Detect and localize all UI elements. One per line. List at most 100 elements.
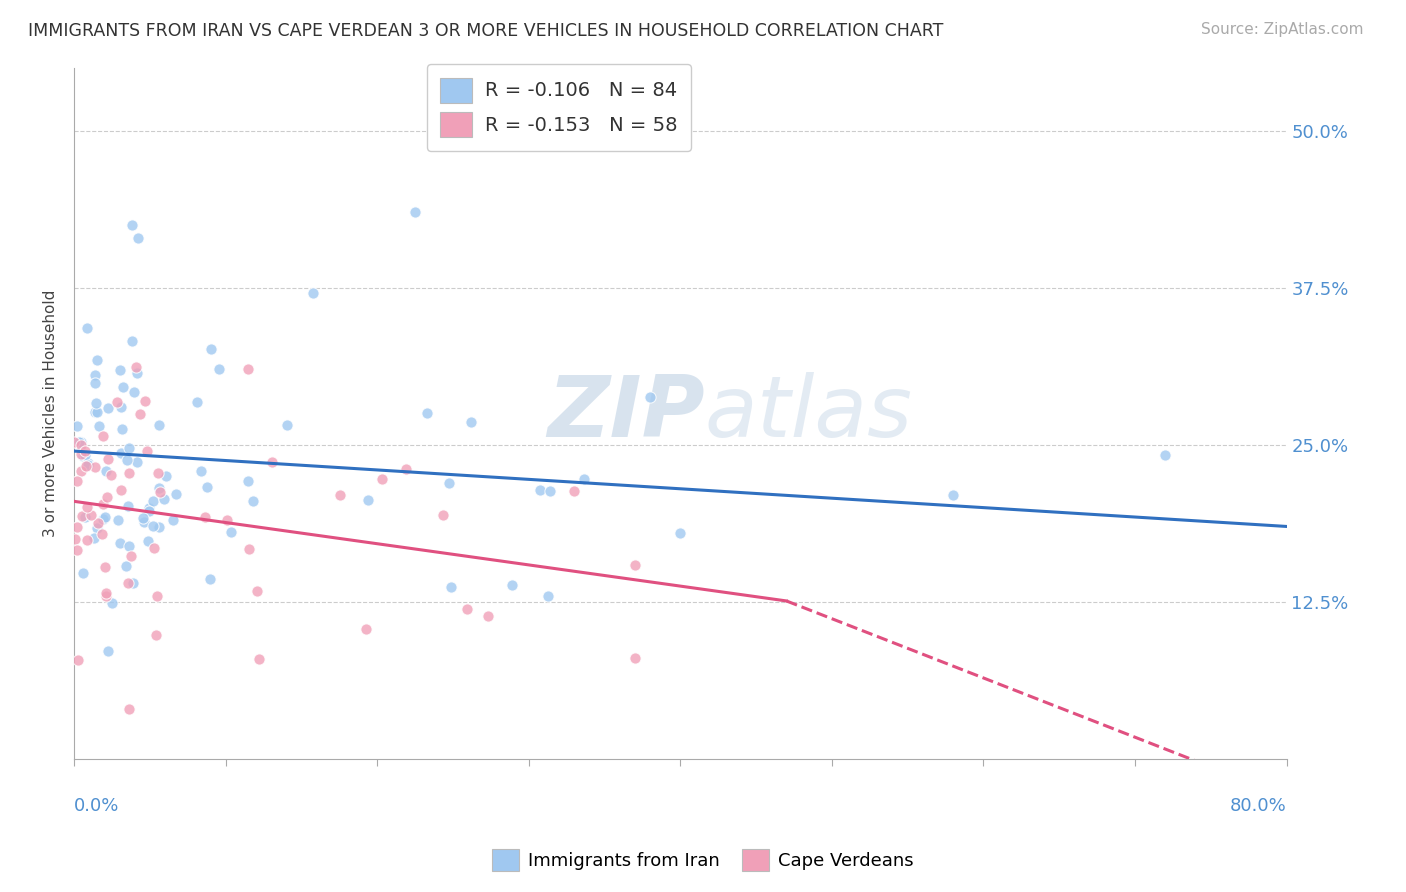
Point — [97, 451, 120, 466]
Point — [128, 407, 150, 421]
Point — [135, 443, 157, 458]
Point — [110, 483, 132, 498]
Point — [404, 205, 426, 219]
Point — [501, 578, 523, 592]
Point — [477, 609, 499, 624]
Point — [1154, 448, 1177, 462]
Point — [153, 492, 176, 507]
Point — [63, 435, 86, 450]
Text: atlas: atlas — [704, 372, 912, 455]
Point — [87, 516, 110, 531]
Legend: R = -0.106   N = 84, R = -0.153   N = 58: R = -0.106 N = 84, R = -0.153 N = 58 — [427, 64, 692, 151]
Point — [75, 444, 97, 458]
Point — [246, 583, 269, 598]
Point — [100, 467, 122, 482]
Point — [91, 512, 114, 526]
Point — [107, 513, 129, 527]
Point — [125, 359, 148, 374]
Point — [357, 493, 380, 508]
Point — [122, 384, 145, 399]
Point — [80, 508, 103, 522]
Point — [76, 321, 98, 335]
Point — [146, 467, 169, 481]
Point — [70, 447, 93, 461]
Y-axis label: 3 or more Vehicles in Household: 3 or more Vehicles in Household — [44, 290, 58, 537]
Point — [76, 500, 98, 514]
Point — [97, 643, 120, 657]
Point — [108, 535, 131, 549]
Point — [538, 483, 561, 498]
Point — [111, 422, 134, 436]
Point — [73, 510, 96, 524]
Point — [127, 366, 149, 380]
Point — [440, 580, 463, 594]
Point — [75, 448, 97, 462]
Point — [370, 472, 392, 486]
Point — [66, 418, 89, 433]
Point — [354, 622, 377, 636]
Point — [238, 541, 260, 556]
Point — [84, 405, 107, 419]
Point — [537, 589, 560, 603]
Point — [148, 417, 170, 432]
Text: Source: ZipAtlas.com: Source: ZipAtlas.com — [1201, 22, 1364, 37]
Point — [132, 510, 155, 524]
Point — [146, 589, 169, 603]
Point — [66, 653, 89, 667]
Point — [669, 525, 692, 540]
Point — [638, 390, 661, 404]
Point — [91, 497, 114, 511]
Text: IMMIGRANTS FROM IRAN VS CAPE VERDEAN 3 OR MORE VEHICLES IN HOUSEHOLD CORRELATION: IMMIGRANTS FROM IRAN VS CAPE VERDEAN 3 O… — [28, 22, 943, 40]
Point — [572, 472, 595, 486]
Point — [238, 474, 260, 488]
Point — [70, 464, 93, 478]
Point — [120, 549, 142, 563]
Point — [942, 488, 965, 502]
Point — [624, 651, 647, 665]
Point — [94, 559, 117, 574]
Point — [121, 334, 143, 349]
Point — [67, 435, 90, 450]
Point — [162, 513, 184, 527]
Point — [302, 285, 325, 300]
Point — [460, 415, 482, 429]
Point — [66, 520, 89, 534]
Point — [149, 485, 172, 500]
Point — [66, 543, 89, 558]
Point — [90, 527, 112, 541]
Point — [118, 540, 141, 554]
Point — [89, 419, 111, 434]
Point — [108, 363, 131, 377]
Point — [136, 534, 159, 549]
Point — [117, 575, 139, 590]
Point — [75, 458, 97, 473]
Point — [437, 476, 460, 491]
Point — [328, 488, 350, 502]
Point — [260, 455, 283, 469]
Point — [70, 435, 93, 450]
Point — [77, 456, 100, 470]
Legend: Immigrants from Iran, Cape Verdeans: Immigrants from Iran, Cape Verdeans — [485, 842, 921, 879]
Point — [138, 504, 160, 518]
Point — [221, 524, 243, 539]
Point — [148, 520, 170, 534]
Point — [200, 342, 222, 356]
Point — [207, 362, 229, 376]
Point — [529, 483, 551, 497]
Point — [138, 501, 160, 516]
Point — [83, 459, 105, 474]
Point — [83, 531, 105, 545]
Point — [110, 446, 132, 460]
Point — [97, 401, 120, 416]
Point — [247, 652, 270, 666]
Point — [165, 487, 187, 501]
Point — [76, 533, 98, 547]
Point — [94, 464, 117, 478]
Point — [238, 362, 260, 376]
Point — [148, 481, 170, 495]
Point — [94, 510, 117, 524]
Point — [562, 484, 585, 499]
Point — [276, 418, 298, 433]
Point — [416, 406, 439, 420]
Point — [86, 520, 108, 534]
